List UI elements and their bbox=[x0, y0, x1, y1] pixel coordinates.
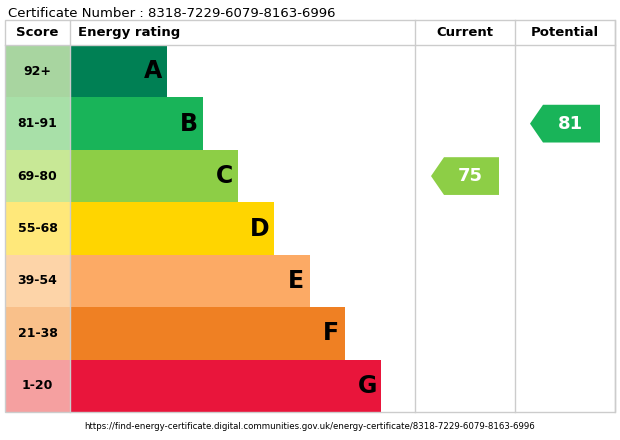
Text: A: A bbox=[144, 59, 162, 83]
Bar bbox=[5, 97, 70, 150]
Bar bbox=[70, 307, 345, 359]
Text: D: D bbox=[250, 216, 270, 241]
Bar bbox=[70, 150, 238, 202]
Text: 75: 75 bbox=[458, 167, 482, 185]
Text: Current: Current bbox=[436, 26, 494, 39]
Text: 69-80: 69-80 bbox=[17, 169, 58, 183]
Bar bbox=[70, 202, 274, 255]
Bar bbox=[5, 255, 70, 307]
Bar bbox=[5, 20, 615, 412]
Text: Energy rating: Energy rating bbox=[78, 26, 180, 39]
Text: Certificate Number : 8318-7229-6079-8163-6996: Certificate Number : 8318-7229-6079-8163… bbox=[8, 7, 335, 20]
Text: Score: Score bbox=[16, 26, 59, 39]
Bar bbox=[5, 202, 70, 255]
Text: 92+: 92+ bbox=[24, 65, 51, 78]
Bar bbox=[5, 307, 70, 359]
Text: G: G bbox=[357, 374, 377, 398]
Text: 21-38: 21-38 bbox=[17, 327, 58, 340]
Bar bbox=[5, 359, 70, 412]
Bar bbox=[5, 150, 70, 202]
Text: 81: 81 bbox=[557, 115, 583, 132]
Bar bbox=[70, 255, 310, 307]
Text: E: E bbox=[288, 269, 304, 293]
Bar bbox=[5, 20, 615, 45]
Text: 39-54: 39-54 bbox=[17, 275, 58, 287]
Bar bbox=[70, 45, 167, 97]
Text: B: B bbox=[180, 112, 198, 136]
Text: F: F bbox=[324, 321, 340, 345]
Text: https://find-energy-certificate.digital.communities.gov.uk/energy-certificate/83: https://find-energy-certificate.digital.… bbox=[84, 422, 536, 430]
Bar bbox=[70, 97, 203, 150]
Polygon shape bbox=[431, 157, 499, 195]
Text: 55-68: 55-68 bbox=[17, 222, 58, 235]
Text: C: C bbox=[216, 164, 233, 188]
Bar bbox=[70, 359, 381, 412]
Text: 81-91: 81-91 bbox=[17, 117, 58, 130]
Polygon shape bbox=[530, 105, 600, 143]
Text: Potential: Potential bbox=[531, 26, 599, 39]
Bar bbox=[5, 45, 70, 97]
Text: 1-20: 1-20 bbox=[22, 379, 53, 392]
